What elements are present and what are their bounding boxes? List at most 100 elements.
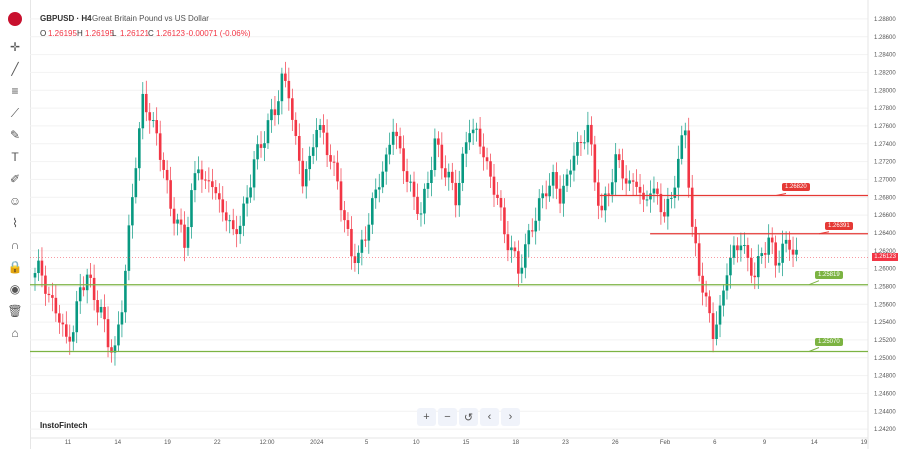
candle-body: [517, 251, 520, 274]
candle-body: [544, 193, 548, 197]
y-tick-label: 1.27800: [874, 106, 896, 112]
candle-body: [791, 249, 795, 255]
candle-body: [141, 93, 145, 129]
candle-body: [697, 243, 701, 276]
trend-line-icon[interactable]: ╱: [11, 62, 19, 76]
level-callout-line: [808, 280, 820, 286]
candle-body: [221, 199, 225, 213]
ohlc-l-label: L: [112, 29, 117, 38]
candle-body: [461, 153, 465, 183]
candle-body: [207, 180, 211, 182]
candle-body: [520, 267, 524, 274]
symbol-title[interactable]: GBPUSD · H4: [40, 14, 92, 23]
zoom-out-button[interactable]: −: [438, 408, 457, 426]
candle-body: [506, 234, 510, 251]
y-tick-label: 1.27200: [874, 160, 896, 166]
y-tick-label: 1.24400: [874, 409, 896, 415]
brand-label: InstoFintech: [40, 421, 88, 430]
candle-body: [214, 187, 218, 194]
candle-body: [416, 196, 419, 214]
candle-body: [464, 142, 468, 154]
candle-body: [61, 322, 65, 325]
candle-body: [277, 101, 280, 116]
x-tick-label: 2024: [310, 440, 324, 446]
candle-body: [183, 224, 186, 248]
pencil-icon[interactable]: ✐: [9, 172, 21, 186]
candle-body: [454, 182, 458, 206]
brush-icon[interactable]: ✎: [9, 128, 21, 142]
candle-body: [621, 160, 624, 179]
scroll-left-button[interactable]: ‹: [480, 408, 499, 426]
candle-body: [85, 274, 89, 291]
candle-body: [412, 181, 416, 197]
candle-body: [33, 273, 37, 278]
candle-body: [287, 80, 291, 99]
candle-body: [635, 181, 638, 187]
candle-body: [172, 208, 176, 224]
home-icon[interactable]: ⌂: [11, 326, 19, 340]
candle-body: [391, 131, 395, 145]
y-tick-label: 1.25600: [874, 302, 896, 308]
candle-body: [103, 306, 106, 320]
node-icon[interactable]: ⟋: [10, 105, 20, 120]
candle-body: [471, 129, 475, 134]
candle-body: [405, 171, 409, 182]
reset-chart-button[interactable]: ↺: [459, 408, 478, 426]
emoji-icon[interactable]: ☺: [8, 194, 22, 208]
candle-body: [433, 138, 437, 171]
candle-body: [784, 239, 788, 244]
crosshair-icon[interactable]: ✛: [9, 40, 21, 54]
candle-body: [760, 253, 764, 257]
fib-icon[interactable]: ≡: [11, 84, 19, 98]
y-tick-label: 1.27400: [874, 142, 896, 148]
candle-body: [162, 159, 165, 170]
candle-body: [350, 228, 353, 257]
text-icon[interactable]: T: [11, 150, 19, 164]
y-tick-label: 1.28400: [874, 53, 896, 59]
candle-body: [631, 180, 635, 182]
candle-body: [301, 160, 305, 187]
candle-body: [252, 159, 256, 188]
candle-body: [607, 193, 611, 195]
candle-body: [457, 182, 461, 206]
candle-body: [694, 226, 697, 244]
y-tick-label: 1.24800: [874, 374, 896, 380]
magnet-icon[interactable]: ∩: [10, 238, 20, 252]
candle-body: [322, 125, 325, 133]
candle-body: [374, 189, 378, 199]
candle-body: [767, 237, 771, 255]
level-callout-line: [775, 192, 787, 196]
scroll-right-button[interactable]: ›: [501, 408, 520, 426]
eye-icon[interactable]: ◉: [9, 282, 21, 296]
candle-body: [99, 306, 103, 313]
candle-body: [558, 188, 562, 204]
candle-body: [722, 290, 725, 306]
candle-body: [231, 220, 235, 230]
candle-body: [537, 198, 541, 221]
candle-body: [402, 148, 405, 172]
candle-body: [360, 239, 364, 253]
candle-body: [475, 128, 478, 130]
drawing-toolbar: ✛ ╱ ≡ ⟋ ✎ T ✐ ☺ ⌇ ∩ 🔒 ◉ 🗑 ⌂: [0, 0, 31, 449]
candle-body: [318, 125, 322, 130]
candle-body: [485, 157, 489, 162]
y-tick-label: 1.26000: [874, 267, 896, 273]
measure-icon[interactable]: ⌇: [12, 216, 18, 230]
y-tick-label: 1.25000: [874, 356, 896, 362]
zoom-in-button[interactable]: +: [417, 408, 436, 426]
candle-body: [388, 144, 391, 155]
candle-body: [656, 188, 659, 194]
level-callout-line: [818, 231, 830, 235]
candle-body: [332, 161, 336, 163]
candle-body: [708, 296, 711, 314]
level-callout-line: [808, 347, 820, 352]
candle-body: [478, 128, 482, 147]
trash-icon[interactable]: 🗑: [7, 304, 23, 318]
lock-icon[interactable]: 🔒: [7, 260, 23, 274]
candle-body: [75, 301, 79, 333]
x-tick-label: 18: [512, 440, 519, 446]
candle-body: [186, 227, 190, 248]
ohlc-l-value: 1.26121: [120, 29, 149, 38]
candle-body: [503, 207, 506, 235]
